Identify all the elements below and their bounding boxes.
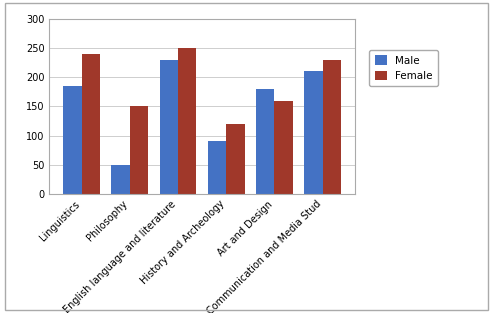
Bar bbox=[275, 100, 293, 194]
Bar bbox=[111, 165, 130, 194]
Bar bbox=[323, 60, 341, 194]
Bar bbox=[63, 86, 81, 194]
Bar bbox=[130, 106, 148, 194]
Bar bbox=[160, 60, 178, 194]
Legend: Male, Female: Male, Female bbox=[369, 50, 438, 86]
Bar bbox=[178, 48, 196, 194]
Bar bbox=[256, 89, 275, 194]
Bar bbox=[226, 124, 245, 194]
Bar bbox=[304, 71, 323, 194]
Bar bbox=[81, 54, 100, 194]
Bar bbox=[208, 141, 226, 194]
